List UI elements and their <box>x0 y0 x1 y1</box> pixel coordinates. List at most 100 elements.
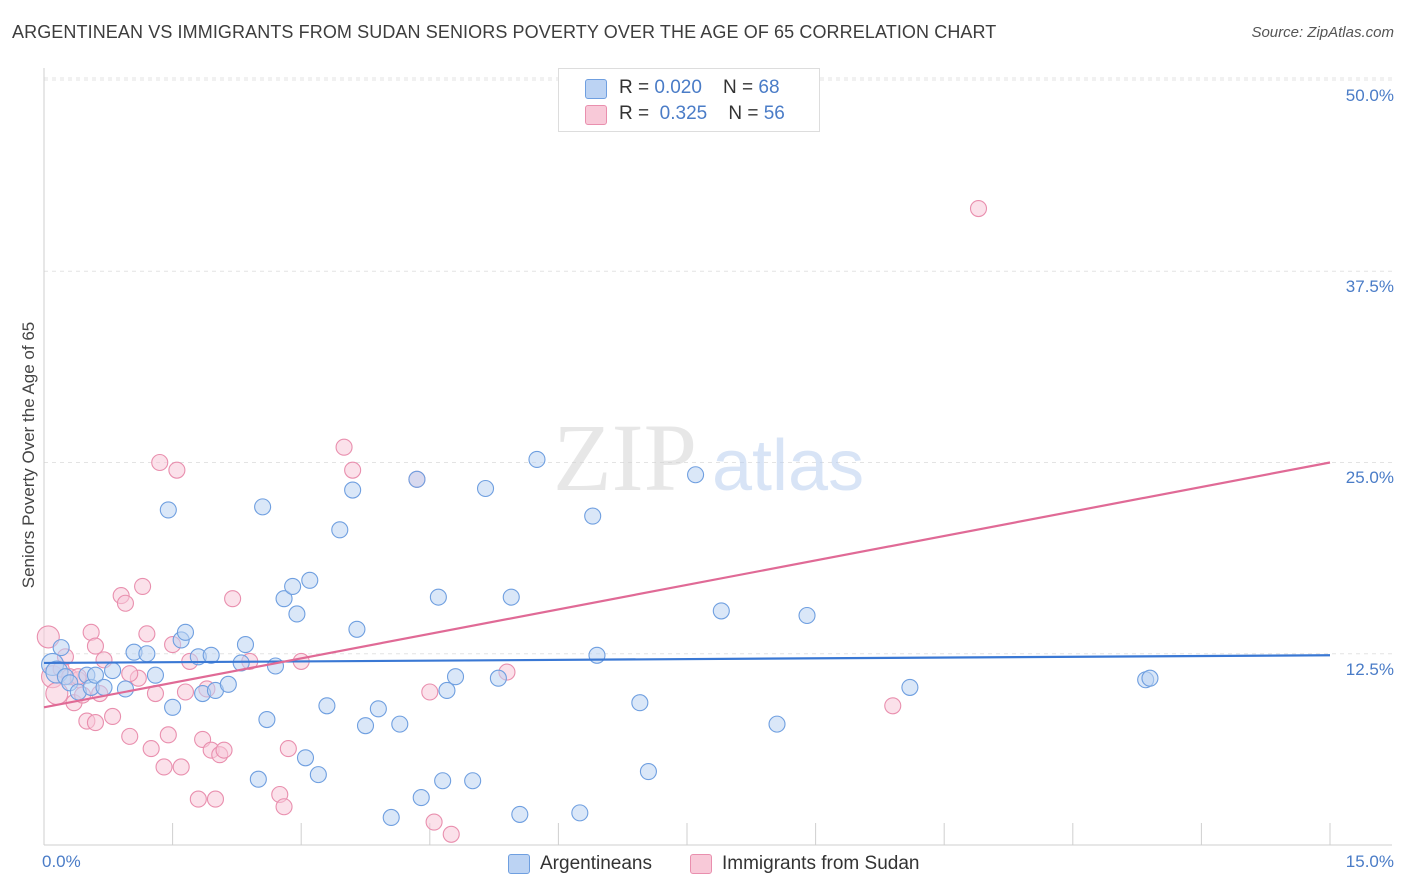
legend-swatch-blue <box>585 79 607 99</box>
data-point <box>236 636 255 654</box>
data-point <box>511 805 529 823</box>
data-point <box>489 669 507 687</box>
data-point <box>348 620 366 638</box>
axes <box>43 68 1392 846</box>
data-point <box>176 683 195 701</box>
data-point <box>275 590 293 608</box>
data-point <box>104 707 122 726</box>
data-point <box>356 717 375 735</box>
data-point <box>258 710 276 729</box>
data-point <box>151 453 169 472</box>
data-point <box>121 665 139 683</box>
data-point <box>382 808 400 827</box>
data-point <box>176 623 195 641</box>
legend-swatch-pink <box>585 105 607 125</box>
data-point <box>266 657 285 675</box>
data-point <box>639 763 657 781</box>
legend-n-value: 56 <box>763 103 785 124</box>
data-point <box>434 772 452 790</box>
data-point <box>464 772 482 790</box>
y-tick-label: 37.5% <box>1345 277 1394 296</box>
data-point <box>121 727 139 745</box>
data-point <box>571 804 589 822</box>
data-point <box>438 681 456 700</box>
data-point <box>164 698 182 716</box>
data-point <box>344 481 362 499</box>
data-point <box>254 498 272 516</box>
data-point <box>425 813 443 831</box>
data-point <box>502 588 520 606</box>
trend-line <box>43 461 1331 709</box>
stats-legend: R = 0.020 N = 68 R = 0.325 N = 56 <box>558 68 820 132</box>
trend-lines <box>43 461 1331 709</box>
data-point <box>138 625 156 643</box>
data-point <box>202 646 220 664</box>
legend-r-label: R = <box>619 103 655 124</box>
data-point <box>528 450 546 468</box>
gridlines <box>44 77 1392 655</box>
data-point <box>344 461 362 479</box>
data-point <box>631 694 649 712</box>
legend-label: Argentineans <box>540 853 652 874</box>
data-point <box>301 571 319 589</box>
series-immigrants-from-sudan <box>36 199 988 843</box>
data-point <box>116 680 134 698</box>
data-point <box>687 466 705 484</box>
data-point <box>969 199 988 218</box>
data-point <box>134 577 152 595</box>
data-point <box>408 470 426 488</box>
legend-swatch-pink <box>690 854 712 874</box>
data-point <box>172 758 190 776</box>
legend-r-label: R = <box>619 77 655 98</box>
data-point <box>155 758 173 776</box>
data-point <box>318 697 336 715</box>
data-point <box>86 637 104 655</box>
data-point <box>224 590 242 608</box>
y-tick-label: 25.0% <box>1345 468 1394 487</box>
data-point <box>798 606 816 625</box>
data-point <box>116 594 134 612</box>
data-point <box>95 678 113 696</box>
x-tick-label: 0.0% <box>42 852 81 871</box>
data-point <box>284 577 302 595</box>
y-tick-label: 12.5% <box>1345 660 1394 679</box>
data-point <box>86 714 104 732</box>
data-point <box>288 605 306 623</box>
data-point <box>275 798 293 816</box>
data-point <box>159 726 177 744</box>
trend-line <box>43 654 1331 665</box>
data-point <box>712 602 730 620</box>
data-point <box>429 588 447 606</box>
data-point <box>189 790 207 808</box>
legend-n-value: 68 <box>758 77 780 98</box>
watermark: ZIP atlas <box>553 404 864 511</box>
y-tick-label: 50.0% <box>1345 86 1394 105</box>
legend-label: Immigrants from Sudan <box>722 853 920 874</box>
data-point <box>446 668 465 686</box>
data-point <box>476 479 495 498</box>
data-point <box>335 438 353 456</box>
x-tick-label: 15.0% <box>1345 852 1394 871</box>
data-point <box>442 825 460 843</box>
data-point <box>279 740 297 758</box>
watermark-zip: ZIP <box>553 404 697 511</box>
data-point <box>232 654 250 672</box>
legend-r-value: 0.325 <box>659 103 708 124</box>
legend-n-label: N = <box>728 103 764 124</box>
data-point <box>138 645 156 663</box>
data-point <box>1141 669 1159 687</box>
data-point <box>901 678 919 696</box>
y-axis-label: Seniors Poverty Over the Age of 65 <box>19 321 38 589</box>
data-point <box>768 715 786 733</box>
data-point <box>412 789 430 807</box>
data-point <box>331 521 349 539</box>
data-point <box>369 700 387 718</box>
legend-swatch-blue <box>508 854 530 874</box>
legend-r-value: 0.020 <box>654 77 702 98</box>
data-point <box>309 766 327 784</box>
chart-title: ARGENTINEAN VS IMMIGRANTS FROM SUDAN SEN… <box>12 22 997 42</box>
data-point <box>391 715 409 733</box>
data-point <box>215 741 233 759</box>
legend-n-label: N = <box>723 77 759 98</box>
